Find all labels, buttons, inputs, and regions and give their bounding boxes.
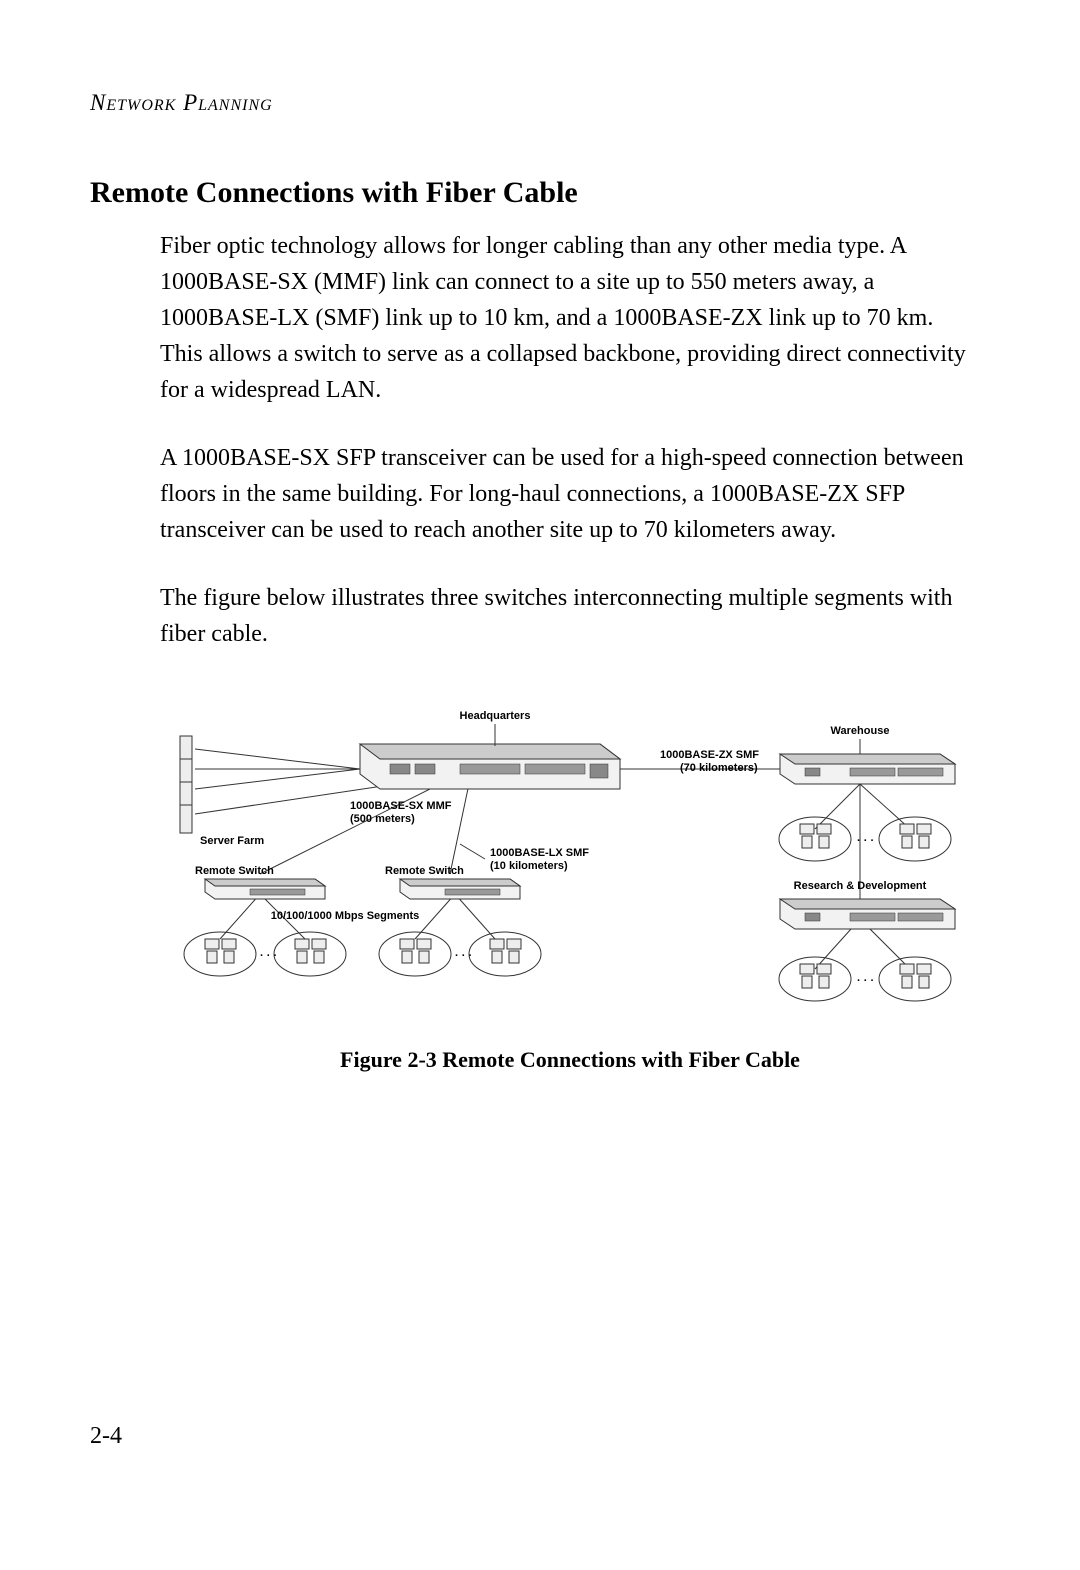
warehouse-label: Warehouse xyxy=(831,725,890,737)
computer-group-icon xyxy=(779,957,851,1001)
hq-label: Headquarters xyxy=(460,710,531,722)
warehouse-switch-icon xyxy=(780,754,955,784)
svg-text:· · ·: · · · xyxy=(857,975,874,987)
page-number: 2-4 xyxy=(90,1423,122,1450)
rd-switch-icon xyxy=(780,899,955,929)
zx-label-2: (70 kilometers) xyxy=(680,762,758,774)
server-farm-icon xyxy=(180,736,192,833)
paragraph-1: Fiber optic technology allows for longer… xyxy=(160,228,980,408)
network-diagram: Headquarters Server Farm 1000BASE-SX MMF… xyxy=(160,684,980,1024)
zx-label-1: 1000BASE-ZX SMF xyxy=(660,749,759,761)
remote-switch-2-label: Remote Switch xyxy=(385,865,464,877)
lx-label-1: 1000BASE-LX SMF xyxy=(490,847,589,859)
header-label: Network Planning xyxy=(90,90,990,116)
remote-switch-2-icon xyxy=(400,879,520,899)
hq-switch-icon xyxy=(360,744,620,789)
computer-group-icon xyxy=(469,932,541,976)
lx-label-2: (10 kilometers) xyxy=(490,860,568,872)
remote-switch-1-icon xyxy=(205,879,325,899)
rd-label: Research & Development xyxy=(794,880,927,892)
figure-caption: Figure 2-3 Remote Connections with Fiber… xyxy=(160,1047,980,1073)
svg-text:· · ·: · · · xyxy=(857,835,874,847)
figure-area: Headquarters Server Farm 1000BASE-SX MMF… xyxy=(160,684,980,1073)
remote-switch-1-label: Remote Switch xyxy=(195,865,274,877)
computer-group-icon xyxy=(779,817,851,861)
section-title: Remote Connections with Fiber Cable xyxy=(90,176,990,210)
sx-label-1: 1000BASE-SX MMF xyxy=(350,800,452,812)
sx-label-2: (500 meters) xyxy=(350,813,415,825)
paragraph-3: The figure below illustrates three switc… xyxy=(160,580,980,652)
paragraph-2: A 1000BASE-SX SFP transceiver can be use… xyxy=(160,440,980,548)
server-farm-label: Server Farm xyxy=(200,835,264,847)
computer-group-icon xyxy=(879,957,951,1001)
computer-group-icon xyxy=(274,932,346,976)
computer-group-icon xyxy=(879,817,951,861)
segments-label: 10/100/1000 Mbps Segments xyxy=(271,910,420,922)
